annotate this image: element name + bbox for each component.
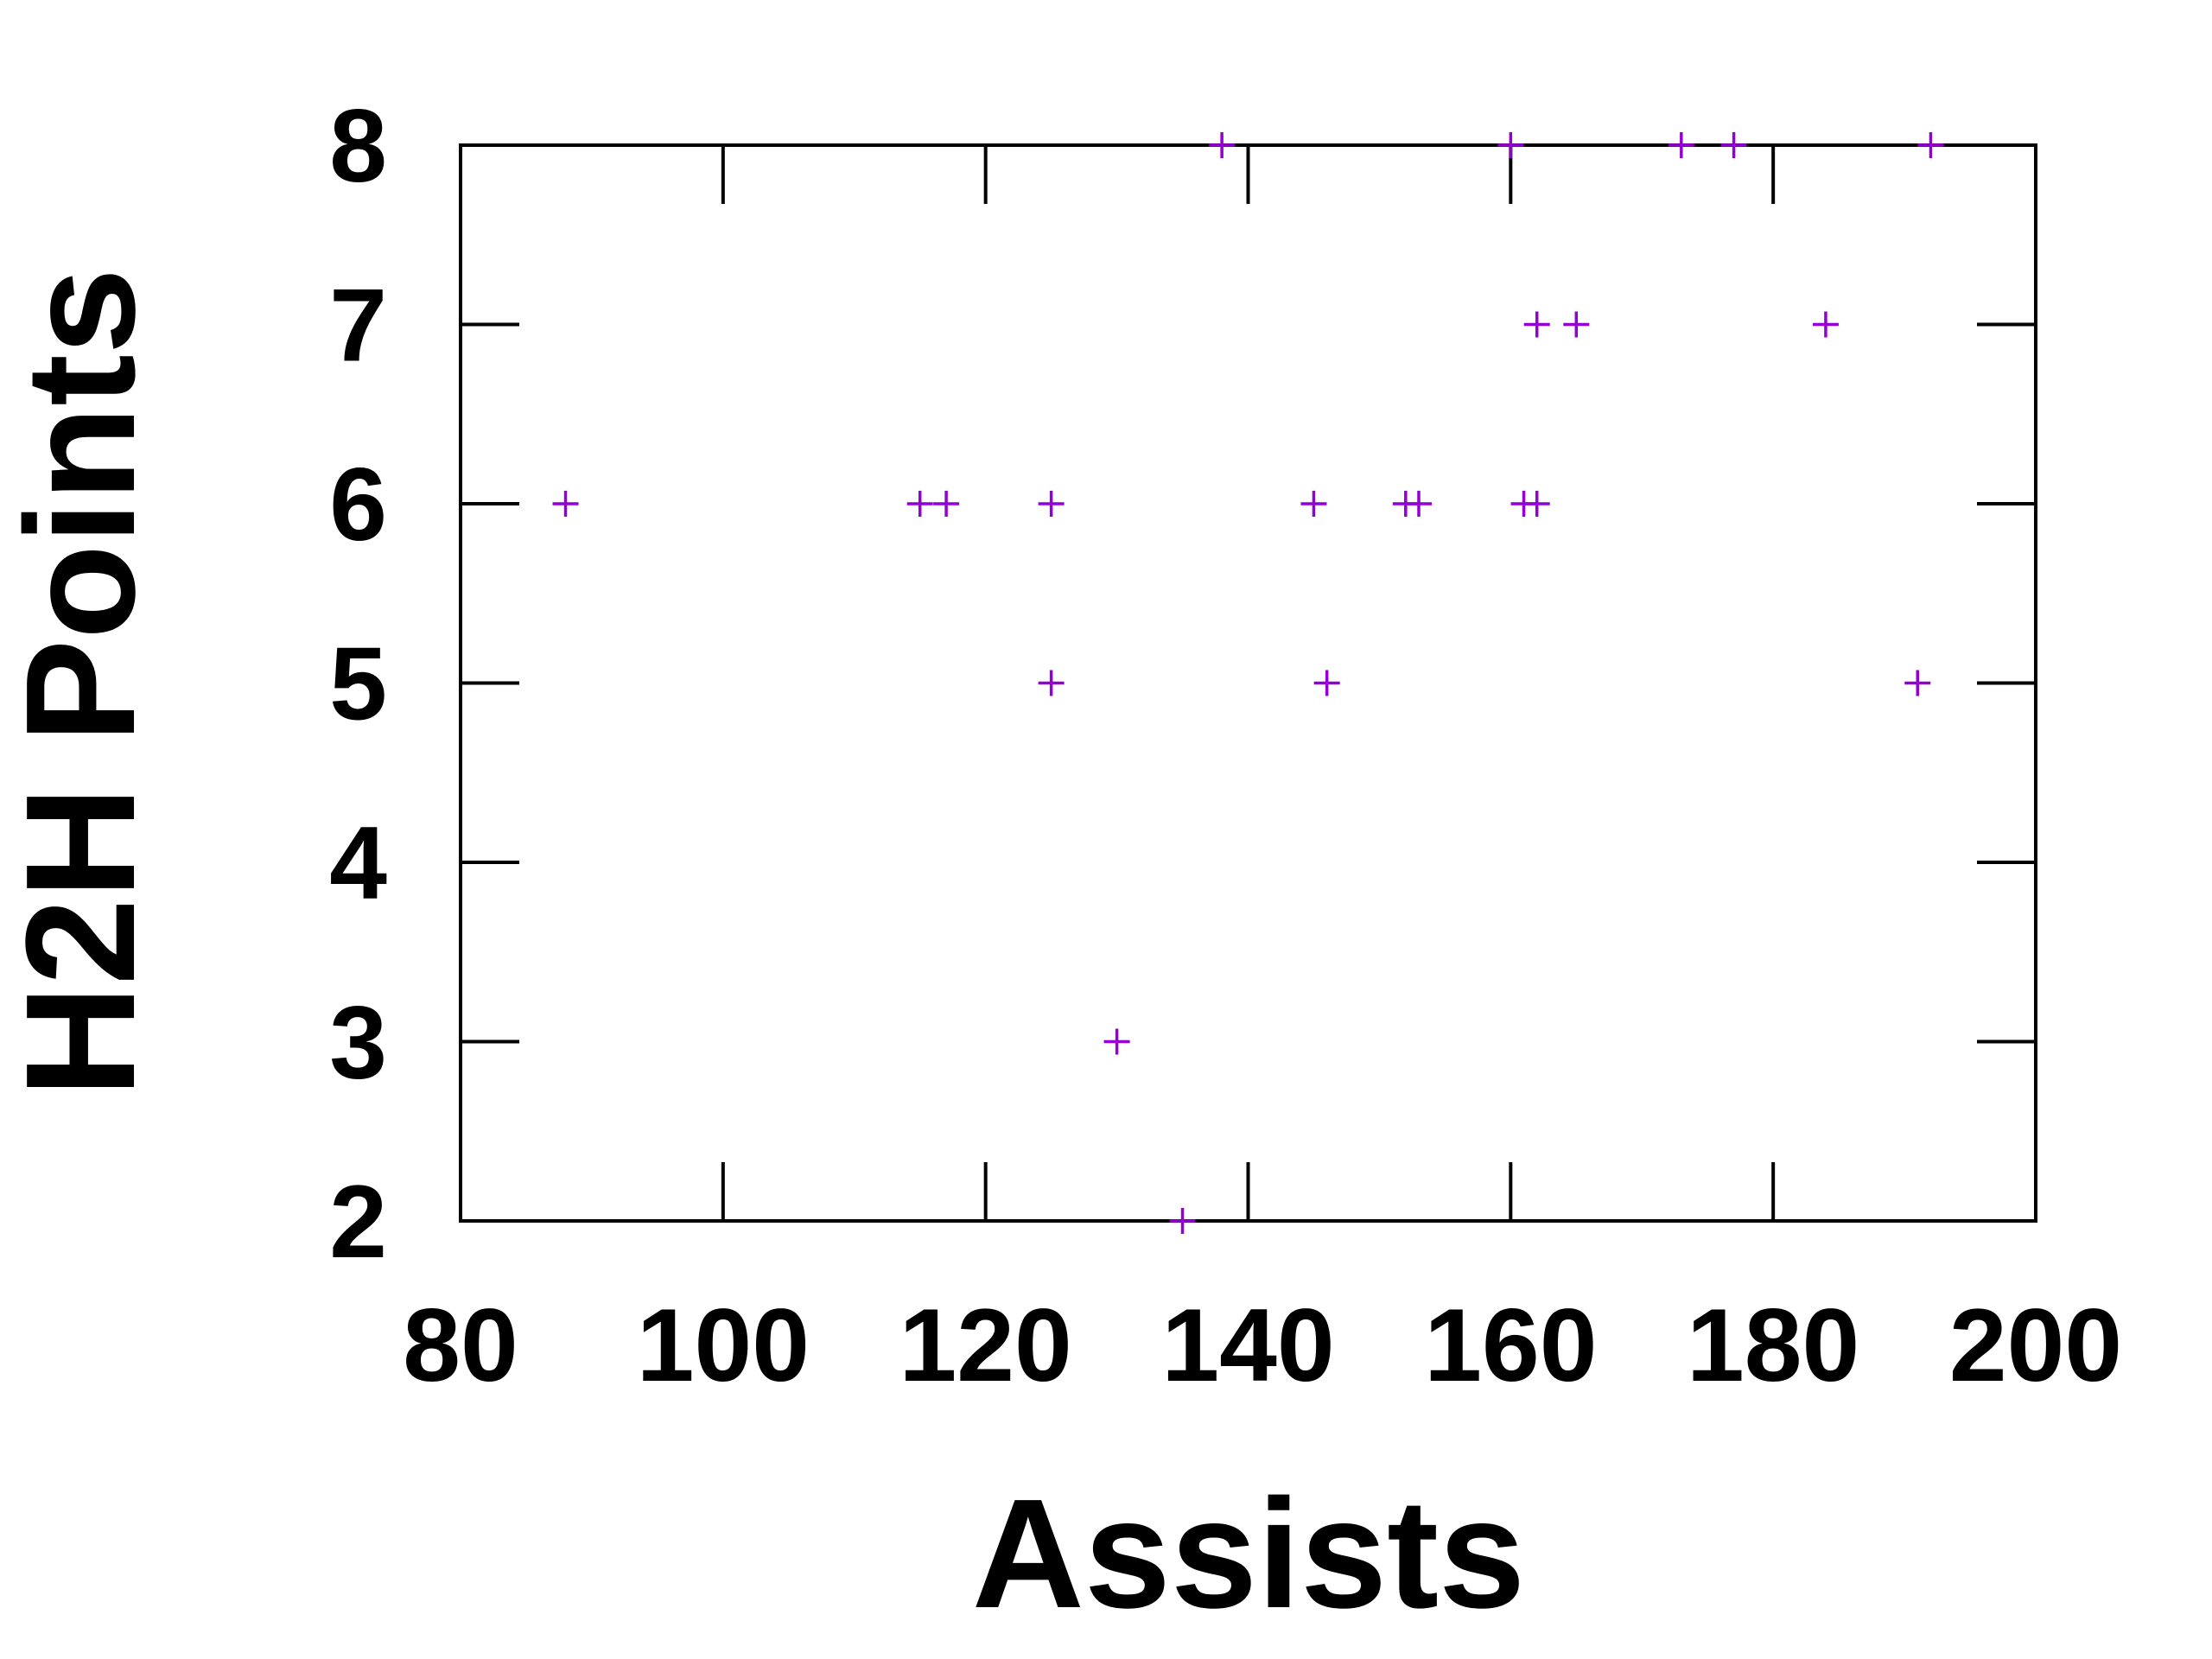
axis-ticks <box>461 145 2036 1221</box>
y-tick-label: 4 <box>329 805 387 921</box>
x-tick-labels: 80 100 120 140 160 180 200 <box>403 1287 2122 1403</box>
x-tick-label: 100 <box>637 1287 810 1403</box>
data-point <box>906 491 933 517</box>
data-point <box>1313 670 1340 696</box>
y-tick-label: 5 <box>329 626 387 742</box>
data-point <box>1720 132 1747 158</box>
y-tick-label: 7 <box>329 268 387 384</box>
y-tick-label: 2 <box>329 1164 387 1280</box>
data-points <box>552 132 1944 1234</box>
data-point <box>1812 311 1839 338</box>
data-point <box>1523 491 1550 517</box>
data-point <box>1103 1028 1130 1055</box>
x-tick-label: 140 <box>1161 1287 1334 1403</box>
data-point <box>1917 132 1944 158</box>
data-point <box>1038 670 1065 696</box>
data-point <box>552 491 579 517</box>
data-point <box>1405 491 1432 517</box>
x-axis-title: Assists <box>972 1467 1525 1641</box>
data-point <box>1497 132 1524 158</box>
data-point <box>1523 311 1550 338</box>
y-tick-label: 3 <box>329 985 387 1101</box>
plot-frame <box>459 143 2037 1223</box>
data-point <box>1300 491 1327 517</box>
data-point <box>1904 670 1931 696</box>
x-tick-label: 160 <box>1424 1287 1597 1403</box>
data-point <box>933 491 960 517</box>
y-axis-title: H2H Points <box>0 268 168 1097</box>
data-point <box>1169 1208 1196 1234</box>
y-tick-label: 6 <box>329 447 387 563</box>
y-tick-label: 8 <box>329 88 387 204</box>
x-tick-label: 180 <box>1687 1287 1859 1403</box>
x-tick-label: 120 <box>899 1287 1072 1403</box>
x-tick-label: 200 <box>1949 1287 2122 1403</box>
data-point <box>1563 311 1590 338</box>
data-point <box>1668 132 1694 158</box>
y-tick-labels: 2 3 4 5 6 7 8 <box>329 88 387 1280</box>
data-point <box>1038 491 1065 517</box>
data-point <box>1209 132 1236 158</box>
x-tick-label: 80 <box>403 1287 518 1403</box>
